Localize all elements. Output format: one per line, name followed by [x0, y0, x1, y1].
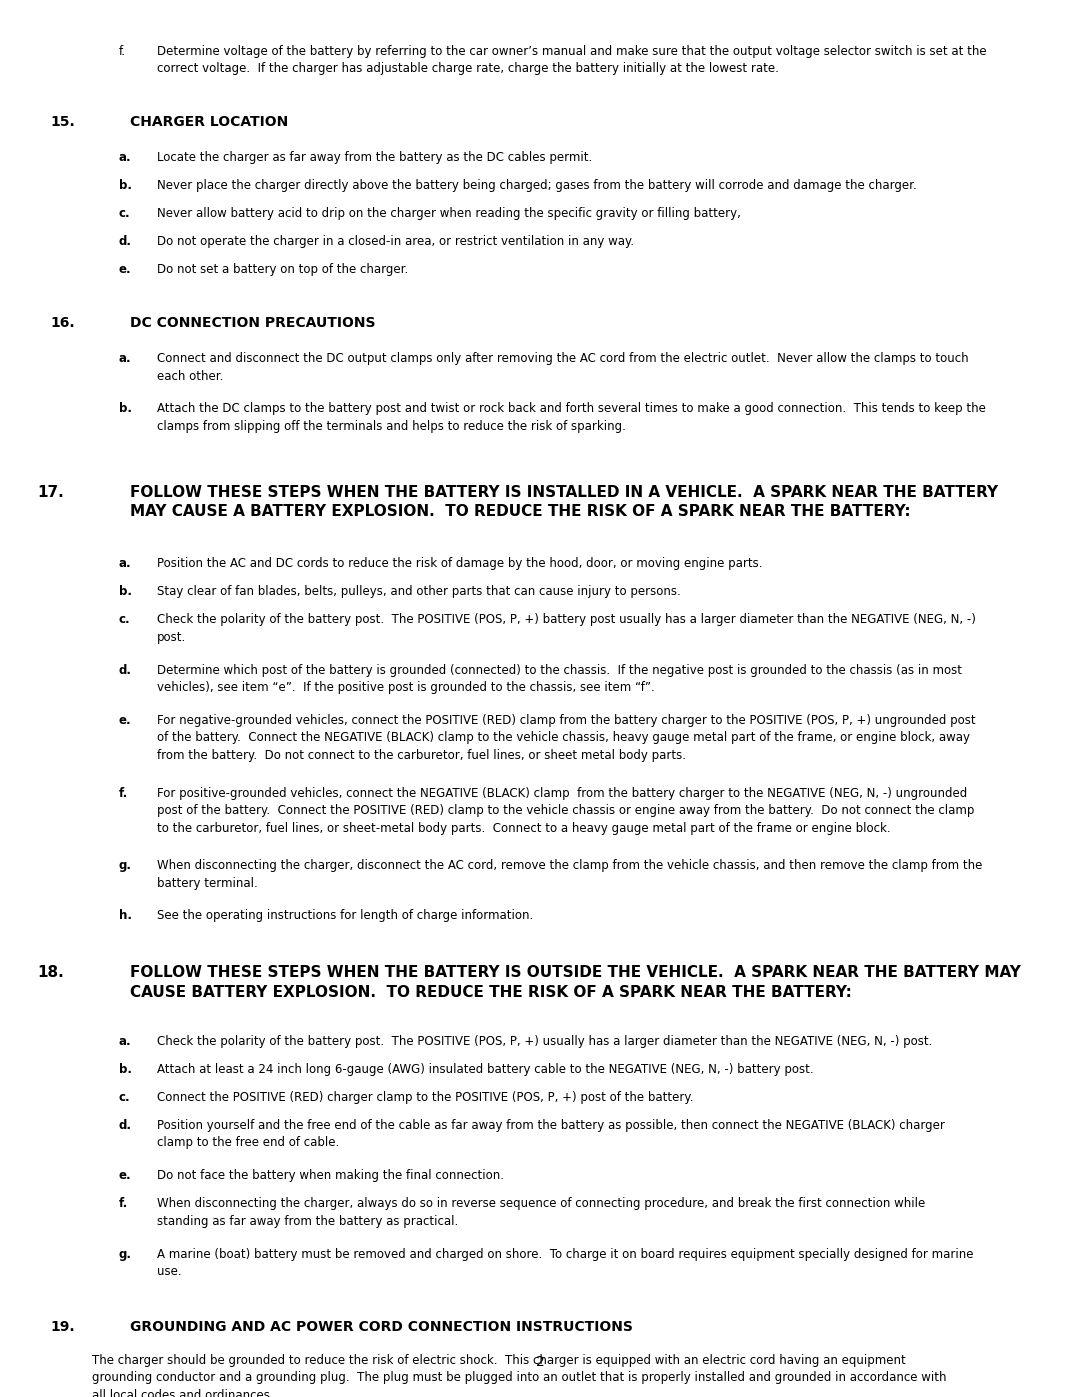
Text: b.: b.	[119, 1063, 132, 1076]
Text: For negative-grounded vehicles, connect the POSITIVE (RED) clamp from the batter: For negative-grounded vehicles, connect …	[157, 714, 975, 761]
Text: d.: d.	[119, 1119, 132, 1132]
Text: See the operating instructions for length of charge information.: See the operating instructions for lengt…	[157, 909, 532, 922]
Text: Check the polarity of the battery post.  The POSITIVE (POS, P, +) usually has a : Check the polarity of the battery post. …	[157, 1035, 932, 1048]
Text: f.: f.	[119, 45, 125, 57]
Text: For positive-grounded vehicles, connect the NEGATIVE (BLACK) clamp  from the bat: For positive-grounded vehicles, connect …	[157, 787, 974, 834]
Text: Locate the charger as far away from the battery as the DC cables permit.: Locate the charger as far away from the …	[157, 151, 592, 163]
Text: A marine (boat) battery must be removed and charged on shore.  To charge it on b: A marine (boat) battery must be removed …	[157, 1248, 973, 1278]
Text: Position the AC and DC cords to reduce the risk of damage by the hood, door, or : Position the AC and DC cords to reduce t…	[157, 557, 762, 570]
Text: Determine which post of the battery is grounded (connected) to the chassis.  If : Determine which post of the battery is g…	[157, 664, 961, 694]
Text: Connect and disconnect the DC output clamps only after removing the AC cord from: Connect and disconnect the DC output cla…	[157, 352, 969, 383]
Text: Never place the charger directly above the battery being charged; gases from the: Never place the charger directly above t…	[157, 179, 916, 191]
Text: e.: e.	[119, 1169, 132, 1182]
Text: Stay clear of fan blades, belts, pulleys, and other parts that can cause injury : Stay clear of fan blades, belts, pulleys…	[157, 585, 680, 598]
Text: b.: b.	[119, 585, 132, 598]
Text: Attach at least a 24 inch long 6-gauge (AWG) insulated battery cable to the NEGA: Attach at least a 24 inch long 6-gauge (…	[157, 1063, 813, 1076]
Text: a.: a.	[119, 557, 132, 570]
Text: a.: a.	[119, 1035, 132, 1048]
Text: c.: c.	[119, 207, 131, 219]
Text: c.: c.	[119, 613, 131, 626]
Text: GROUNDING AND AC POWER CORD CONNECTION INSTRUCTIONS: GROUNDING AND AC POWER CORD CONNECTION I…	[130, 1320, 633, 1334]
Text: c.: c.	[119, 1091, 131, 1104]
Text: When disconnecting the charger, disconnect the AC cord, remove the clamp from th: When disconnecting the charger, disconne…	[157, 859, 982, 890]
Text: The charger should be grounded to reduce the risk of electric shock.  This charg: The charger should be grounded to reduce…	[92, 1354, 946, 1397]
Text: Never allow battery acid to drip on the charger when reading the specific gravit: Never allow battery acid to drip on the …	[157, 207, 741, 219]
Text: f.: f.	[119, 1197, 129, 1210]
Text: Do not set a battery on top of the charger.: Do not set a battery on top of the charg…	[157, 263, 408, 275]
Text: e.: e.	[119, 263, 132, 275]
Text: a.: a.	[119, 151, 132, 163]
Text: 19.: 19.	[51, 1320, 76, 1334]
Text: d.: d.	[119, 664, 132, 676]
Text: Attach the DC clamps to the battery post and twist or rock back and forth severa: Attach the DC clamps to the battery post…	[157, 402, 985, 433]
Text: DC CONNECTION PRECAUTIONS: DC CONNECTION PRECAUTIONS	[130, 316, 375, 330]
Text: 16.: 16.	[51, 316, 76, 330]
Text: Determine voltage of the battery by referring to the car owner’s manual and make: Determine voltage of the battery by refe…	[157, 45, 986, 75]
Text: g.: g.	[119, 859, 132, 872]
Text: Position yourself and the free end of the cable as far away from the battery as : Position yourself and the free end of th…	[157, 1119, 945, 1150]
Text: 17.: 17.	[38, 485, 65, 500]
Text: d.: d.	[119, 235, 132, 247]
Text: h.: h.	[119, 909, 132, 922]
Text: When disconnecting the charger, always do so in reverse sequence of connecting p: When disconnecting the charger, always d…	[157, 1197, 924, 1228]
Text: f.: f.	[119, 787, 129, 799]
Text: CHARGER LOCATION: CHARGER LOCATION	[130, 115, 288, 129]
Text: FOLLOW THESE STEPS WHEN THE BATTERY IS INSTALLED IN A VEHICLE.  A SPARK NEAR THE: FOLLOW THESE STEPS WHEN THE BATTERY IS I…	[130, 485, 998, 518]
Text: FOLLOW THESE STEPS WHEN THE BATTERY IS OUTSIDE THE VEHICLE.  A SPARK NEAR THE BA: FOLLOW THESE STEPS WHEN THE BATTERY IS O…	[130, 965, 1021, 999]
Text: b.: b.	[119, 179, 132, 191]
Text: e.: e.	[119, 714, 132, 726]
Text: Connect the POSITIVE (RED) charger clamp to the POSITIVE (POS, P, +) post of the: Connect the POSITIVE (RED) charger clamp…	[157, 1091, 693, 1104]
Text: 15.: 15.	[51, 115, 76, 129]
Text: g.: g.	[119, 1248, 132, 1260]
Text: Do not face the battery when making the final connection.: Do not face the battery when making the …	[157, 1169, 503, 1182]
Text: a.: a.	[119, 352, 132, 365]
Text: b.: b.	[119, 402, 132, 415]
Text: Do not operate the charger in a closed-in area, or restrict ventilation in any w: Do not operate the charger in a closed-i…	[157, 235, 634, 247]
Text: Check the polarity of the battery post.  The POSITIVE (POS, P, +) battery post u: Check the polarity of the battery post. …	[157, 613, 975, 644]
Text: 2: 2	[536, 1355, 544, 1369]
Text: 18.: 18.	[38, 965, 65, 981]
